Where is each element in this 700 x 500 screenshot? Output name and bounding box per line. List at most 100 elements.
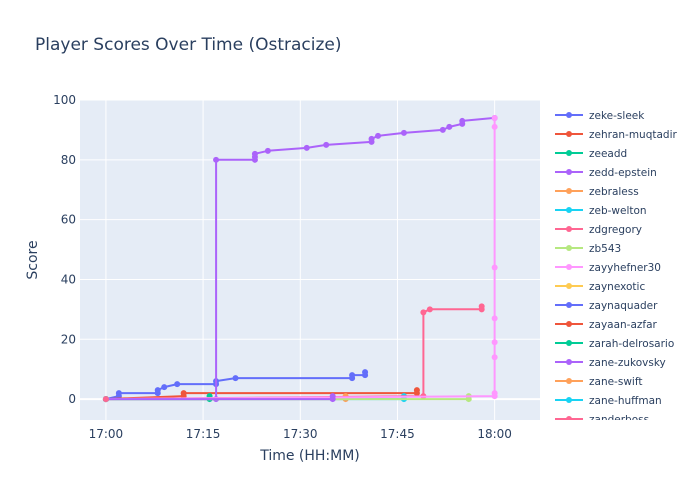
legend-item: zayyhefner30 <box>555 262 661 274</box>
data-point <box>323 141 330 148</box>
legend-marker <box>566 283 572 289</box>
data-point <box>491 114 498 121</box>
legend-label: zayyhefner30 <box>589 262 661 274</box>
y-tick-label: 100 <box>53 93 76 107</box>
data-point <box>174 381 181 388</box>
legend-marker <box>566 188 572 194</box>
legend-label: zane-zukovsky <box>589 357 666 369</box>
legend-marker <box>566 226 572 232</box>
legend-item: zanderboss <box>555 414 649 426</box>
legend-label: zdgregory <box>589 224 642 236</box>
legend-label: zayaan-azfar <box>589 319 658 331</box>
y-tick-label: 0 <box>68 392 76 406</box>
legend-marker <box>566 245 572 251</box>
data-point <box>329 393 336 400</box>
data-point <box>491 123 498 130</box>
legend-label: zaynaquader <box>589 300 658 312</box>
legend-label: zb543 <box>589 243 621 255</box>
legend-marker <box>566 131 572 137</box>
y-tick-label: 60 <box>61 213 76 227</box>
legend-label: zehran-muqtadir <box>589 129 678 141</box>
legend-item: zedd-epstein <box>555 167 657 179</box>
legend-marker <box>566 378 572 384</box>
legend-item: zaynexotic <box>555 281 645 293</box>
legend-item: zayaan-azfar <box>555 319 658 331</box>
data-point <box>491 339 498 346</box>
legend-item: zane-huffman <box>555 395 662 407</box>
y-axis-title: Score <box>25 240 41 279</box>
data-point <box>491 354 498 361</box>
data-point <box>161 384 168 391</box>
legend-label: zebraless <box>589 186 639 198</box>
legend-item: zeb-welton <box>555 205 647 217</box>
legend-label: zeb-welton <box>589 205 647 217</box>
data-point <box>375 132 382 139</box>
legend-marker <box>566 340 572 346</box>
legend-item: zaynaquader <box>555 300 658 312</box>
legend-label: zaynexotic <box>589 281 645 293</box>
data-point <box>491 315 498 322</box>
legend-label: zane-huffman <box>589 395 662 407</box>
legend-label: zeke-sleek <box>589 110 645 122</box>
data-point <box>264 147 271 154</box>
legend-marker <box>566 169 572 175</box>
data-point <box>420 309 427 316</box>
data-point <box>446 123 453 130</box>
legend-item: zehran-muqtadir <box>555 129 678 141</box>
series-group <box>102 114 498 403</box>
data-point <box>180 390 187 397</box>
x-tick-label: 17:45 <box>380 427 415 441</box>
series-zeke-sleek <box>102 369 369 403</box>
x-axis-title: Time (HH:MM) <box>259 448 360 464</box>
legend-marker <box>566 359 572 365</box>
legend-item: zane-zukovsky <box>555 357 666 369</box>
plot-area <box>80 100 540 420</box>
legend: zeke-sleek zehran-muqtadir zeeadd zedd-epst… <box>555 110 678 426</box>
legend-marker <box>566 302 572 308</box>
legend-item: zdgregory <box>555 224 642 236</box>
legend-item: zarah-delrosario <box>555 338 674 350</box>
legend-label: zane-swift <box>589 376 642 388</box>
y-tick-label: 20 <box>61 332 76 346</box>
data-point <box>478 303 485 310</box>
data-point <box>426 306 433 313</box>
legend-label: zeeadd <box>589 148 627 160</box>
legend-marker <box>566 150 572 156</box>
data-point <box>413 387 420 394</box>
legend-item: zebraless <box>555 186 639 198</box>
x-tick-label: 17:00 <box>89 427 124 441</box>
y-tick-label: 80 <box>61 153 76 167</box>
data-point <box>303 144 310 151</box>
legend-item: zeke-sleek <box>555 110 645 122</box>
chart-title: Player Scores Over Time (Ostracize) <box>35 35 342 55</box>
data-point <box>491 390 498 397</box>
legend-marker <box>566 321 572 327</box>
data-point <box>102 396 109 403</box>
series-zehran-muqtadir <box>102 387 420 403</box>
data-point <box>368 135 375 142</box>
legend-marker <box>566 207 572 213</box>
data-point <box>115 390 122 397</box>
x-tick-label: 18:00 <box>477 427 512 441</box>
data-point <box>349 372 356 379</box>
data-point <box>439 126 446 133</box>
data-point <box>154 387 161 394</box>
data-point <box>362 369 369 376</box>
legend-label: zarah-delrosario <box>589 338 674 350</box>
legend-label: zanderboss <box>589 414 649 426</box>
legend-marker <box>566 264 572 270</box>
legend-marker <box>566 416 572 420</box>
legend-item: zane-swift <box>555 376 642 388</box>
legend-item: zb543 <box>555 243 621 255</box>
x-tick-label: 17:30 <box>283 427 318 441</box>
data-point <box>213 156 220 163</box>
legend-label: zedd-epstein <box>589 167 657 179</box>
data-point <box>251 150 258 157</box>
legend-marker <box>566 397 572 403</box>
legend-marker <box>566 112 572 118</box>
y-tick-label: 40 <box>61 272 76 286</box>
x-tick-label: 17:15 <box>186 427 221 441</box>
data-point <box>232 375 239 382</box>
